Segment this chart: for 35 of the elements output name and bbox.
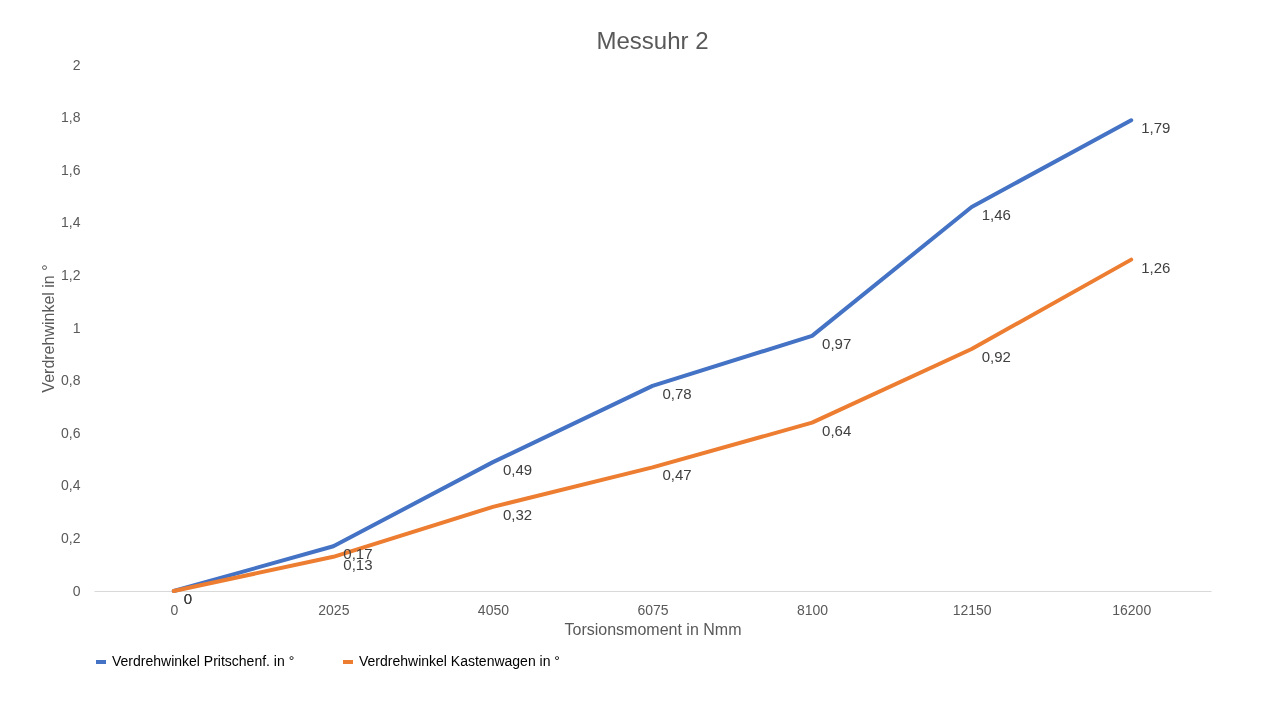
- x-tick-label: 16200: [1112, 601, 1152, 618]
- y-tick-label: 0,4: [61, 477, 81, 494]
- line-series: [171, 257, 1134, 593]
- data-label: 1,46: [981, 206, 1011, 224]
- y-tick-label: 1,8: [61, 109, 81, 126]
- chart-title: Messuhr 2: [596, 27, 709, 54]
- legend-label: Verdrehwinkel Kastenwagen in °: [359, 653, 560, 669]
- x-tick-label: 0: [170, 601, 179, 618]
- data-label: 1,26: [1141, 258, 1171, 276]
- x-tick-label: 12150: [952, 601, 992, 618]
- y-tick-label: 1: [72, 319, 81, 336]
- y-axis-title: Verdrehwinkel in °: [40, 264, 58, 393]
- y-tick-label: 0,8: [61, 372, 81, 389]
- data-label: 0,92: [981, 348, 1011, 366]
- x-tick-label: 2025: [318, 601, 350, 618]
- data-label: 0,32: [502, 505, 533, 523]
- data-label: 1,79: [1141, 119, 1171, 137]
- data-label: 0,78: [662, 384, 692, 402]
- y-tick-label: 1,6: [61, 161, 81, 178]
- y-tick-label: 0: [72, 582, 81, 599]
- y-tick-label: 1,2: [61, 266, 81, 283]
- data-label: 0,49: [502, 461, 533, 479]
- x-tick-label: 8100: [796, 601, 829, 618]
- y-tick-label: 1,4: [61, 214, 81, 231]
- y-tick-label: 0,2: [61, 529, 81, 546]
- x-tick-label: 6075: [637, 601, 669, 618]
- legend-label: Verdrehwinkel Pritschenf. in °: [112, 653, 295, 669]
- data-label: 0,64: [822, 421, 852, 439]
- y-tick-label: 2: [72, 56, 81, 73]
- x-axis-title: Torsionsmoment in Nmm: [564, 620, 742, 638]
- data-label: 0,97: [822, 334, 852, 352]
- y-tick-label: 0,6: [61, 424, 81, 441]
- data-label: 0: [183, 590, 193, 607]
- x-tick-label: 4050: [477, 601, 510, 618]
- data-label: 0,47: [662, 466, 692, 484]
